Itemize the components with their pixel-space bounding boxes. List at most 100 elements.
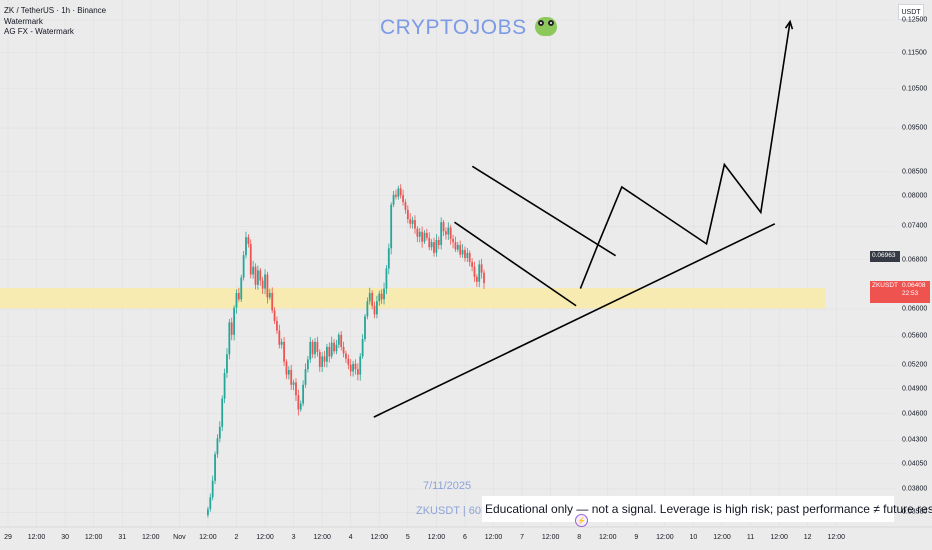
candle-body xyxy=(421,231,424,242)
last-price-value: 0.06408 xyxy=(902,282,926,289)
candle-body xyxy=(428,237,431,248)
candle-body xyxy=(280,341,283,345)
candle-body xyxy=(268,292,271,298)
candle-body xyxy=(266,274,269,298)
time-tick-label: 12 xyxy=(803,534,812,541)
price-tick-label: 0.09500 xyxy=(902,124,928,132)
candle-body xyxy=(245,237,247,256)
price-tick-label: 0.04050 xyxy=(902,460,928,468)
candle-body xyxy=(326,346,328,362)
candle-body xyxy=(221,398,224,427)
candle-body xyxy=(347,358,350,365)
time-tick-label: 12:00 xyxy=(484,534,503,541)
price-tick-label: 0.12500 xyxy=(902,16,928,24)
symbol-title[interactable]: ZK / TetherUS · 1h · Binance xyxy=(4,6,107,15)
candle-body xyxy=(333,342,335,352)
candle-body xyxy=(473,266,476,277)
candle-body xyxy=(276,321,278,331)
candle-body xyxy=(292,382,295,385)
candle-body xyxy=(402,195,404,203)
price-tick-label: 0.08000 xyxy=(902,192,928,200)
time-tick-label: 12:00 xyxy=(27,534,46,541)
candle-body xyxy=(302,384,305,404)
candle-body xyxy=(399,188,402,196)
time-tick-label: 12:00 xyxy=(598,534,617,541)
price-tick-label: 0.06000 xyxy=(902,305,928,313)
candle-body xyxy=(380,293,383,300)
price-tick-label: 0.05200 xyxy=(902,361,928,369)
candle-body xyxy=(435,239,438,253)
disclaimer-banner: Educational only — not a signal. Leverag… xyxy=(482,496,932,522)
candle-body xyxy=(321,356,324,367)
candle-body xyxy=(471,262,473,267)
candle-body xyxy=(404,202,407,210)
candle-body xyxy=(273,310,276,322)
time-tick-label: 12:00 xyxy=(142,534,160,541)
candle-body xyxy=(211,480,214,498)
candle-body xyxy=(454,242,457,250)
time-tick-label: 3 xyxy=(291,534,296,541)
time-tick-label: 5 xyxy=(405,534,410,541)
time-tick-label: 29 xyxy=(4,534,12,541)
candle-body xyxy=(392,194,395,205)
candle-body xyxy=(480,264,483,273)
indicator-watermark[interactable]: Watermark xyxy=(4,16,43,26)
candlestick-series xyxy=(207,184,485,518)
currency-button[interactable]: USDT xyxy=(898,4,924,20)
price-tick-label: 0.04900 xyxy=(902,385,928,393)
candle-body xyxy=(459,244,462,255)
reference-price-tag: 0.06963 xyxy=(870,251,900,262)
candle-body xyxy=(475,276,478,282)
candle-body xyxy=(257,270,259,285)
candle-body xyxy=(464,250,466,259)
candle-body xyxy=(318,352,321,367)
candle-body xyxy=(440,222,443,245)
candle-body xyxy=(209,497,212,510)
candle-body xyxy=(214,454,216,481)
date-watermark: 7/11/2025 xyxy=(423,480,472,492)
time-tick-label: 30 xyxy=(61,534,70,541)
ascending-trendline xyxy=(373,223,776,418)
candle-body xyxy=(356,369,359,375)
price-tick-label: 0.10500 xyxy=(902,85,928,93)
time-tick-label: 12:00 xyxy=(541,534,560,541)
candle-body xyxy=(409,219,412,224)
candle-body xyxy=(437,239,440,245)
candle-body xyxy=(228,322,231,355)
time-tick-label: 31 xyxy=(118,534,127,541)
last-price-tag: ZKUSDT xyxy=(870,281,900,303)
candle-body xyxy=(340,334,343,347)
indicator-agfx-watermark[interactable]: AG FX - Watermark xyxy=(4,27,74,36)
candle-body xyxy=(449,227,452,239)
lightning-icon[interactable]: ⚡ xyxy=(575,514,588,527)
candle-body xyxy=(387,248,390,269)
time-tick-label: 8 xyxy=(577,534,582,541)
time-tick-label: 12:00 xyxy=(84,534,103,541)
candle-body xyxy=(285,361,288,375)
candle-body xyxy=(316,341,319,353)
arrow-head xyxy=(784,19,794,30)
candle-body xyxy=(345,353,347,359)
candle-body xyxy=(283,341,285,362)
time-tick-label: 12:00 xyxy=(370,534,389,541)
candle-body xyxy=(330,342,333,357)
candle-body xyxy=(207,509,209,516)
price-tick-label: 0.07400 xyxy=(902,222,928,230)
candle-body xyxy=(364,316,366,340)
time-tick-label: 12:00 xyxy=(770,534,788,541)
price-tick-label: 0.08500 xyxy=(902,168,928,176)
candle-body xyxy=(290,369,293,385)
candle-body xyxy=(306,359,309,370)
candle-body xyxy=(314,341,316,355)
price-tick-label: 0.03800 xyxy=(902,485,928,493)
symbol-watermark: ZKUSDT | 60M xyxy=(416,505,491,517)
candle-body xyxy=(406,209,409,220)
channel-lower-line xyxy=(454,221,577,307)
candle-body xyxy=(264,274,266,289)
support-zone xyxy=(0,287,825,309)
time-tick-label: 4 xyxy=(348,534,353,541)
time-tick-label: 7 xyxy=(520,534,525,541)
candle-body xyxy=(433,242,435,253)
